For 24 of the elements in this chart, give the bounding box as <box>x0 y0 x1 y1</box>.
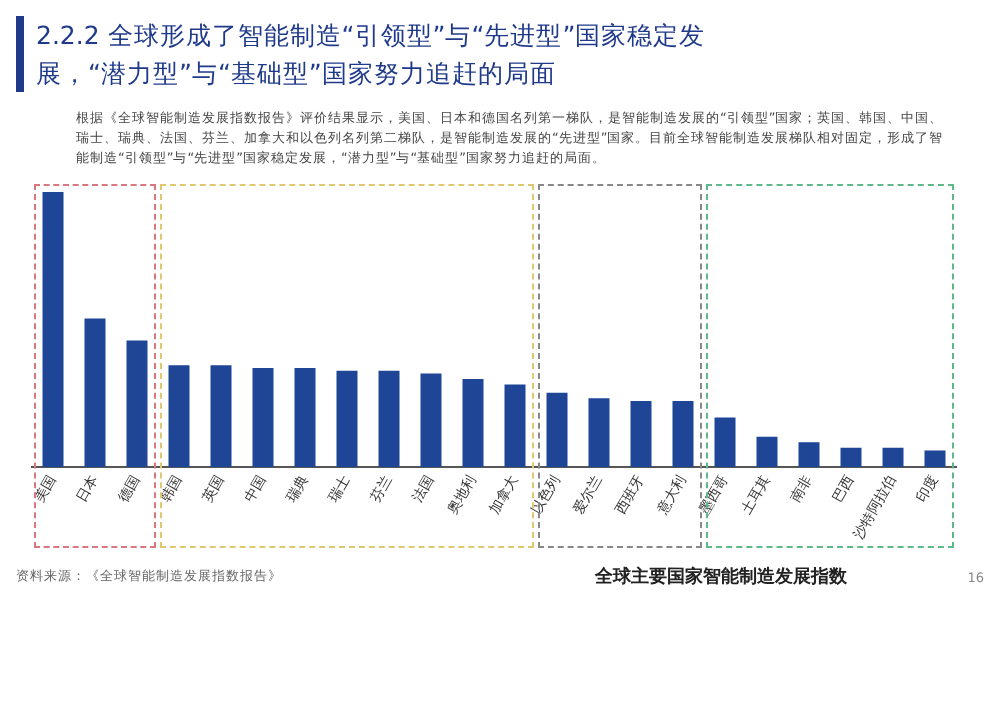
bar <box>210 365 232 467</box>
bar <box>798 442 820 467</box>
bar <box>756 436 778 467</box>
bar <box>420 373 442 467</box>
bar <box>924 450 946 467</box>
bar <box>546 392 568 467</box>
bar <box>294 367 316 467</box>
bar <box>714 417 736 467</box>
bar <box>504 384 526 467</box>
x-axis-title: 全球主要国家智能制造发展指数 <box>595 564 848 590</box>
bar <box>882 447 904 467</box>
bar <box>252 367 274 467</box>
bar <box>588 398 610 467</box>
bar <box>126 340 148 467</box>
bar <box>840 447 862 467</box>
bar <box>462 378 484 467</box>
chart-title: 2.2.2 全球形成了智能制造“引领型”与“先进型”国家稳定发展，“潜力型”与“基础型”国家努力追赶的局面 <box>16 16 796 92</box>
bar <box>672 400 694 467</box>
bar <box>630 400 652 467</box>
bar <box>42 192 64 467</box>
bar <box>84 318 106 467</box>
bar <box>336 370 358 467</box>
bar <box>168 365 190 467</box>
bar <box>378 370 400 467</box>
